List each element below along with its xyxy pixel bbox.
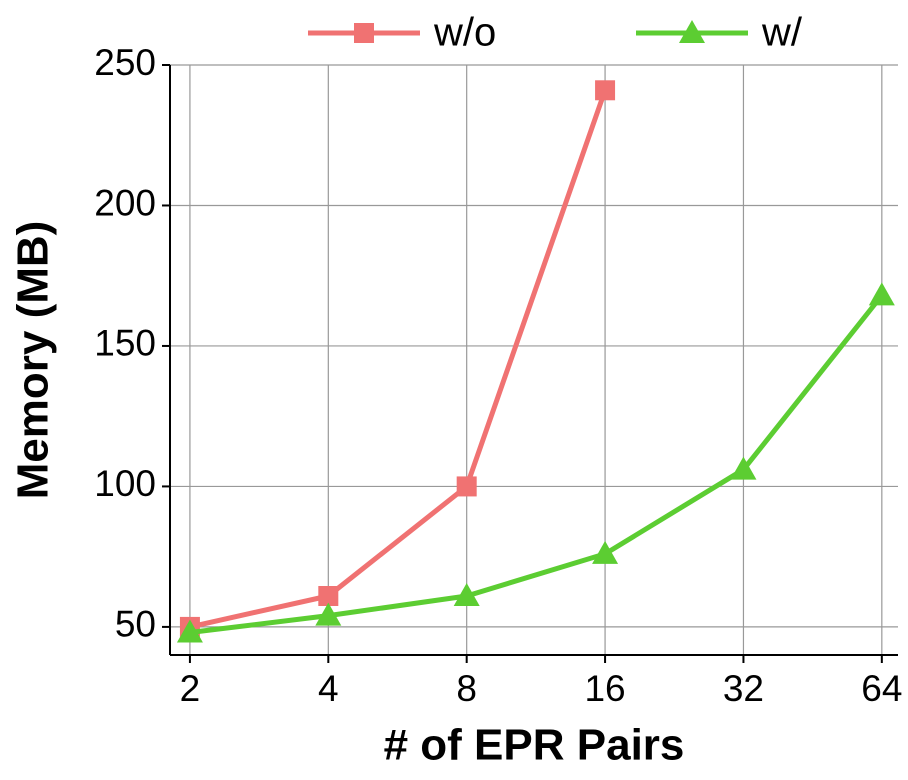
data-point	[592, 540, 619, 564]
x-tick-label: 2	[180, 668, 201, 709]
y-tick-label: 150	[94, 323, 156, 364]
data-point	[730, 456, 757, 480]
data-point	[315, 602, 342, 626]
y-tick-label: 100	[94, 463, 156, 504]
data-point	[456, 476, 477, 497]
legend-label: w/	[761, 11, 803, 55]
y-tick-label: 200	[94, 182, 156, 223]
legend-marker	[354, 23, 374, 43]
data-point	[595, 80, 616, 101]
legend-label: w/o	[433, 11, 496, 55]
legend-marker	[679, 20, 705, 43]
series-line	[189, 293, 884, 636]
x-tick-label: 64	[861, 668, 902, 709]
y-tick-label: 250	[94, 42, 156, 83]
x-tick-label: 4	[318, 668, 339, 709]
data-point	[868, 282, 895, 306]
x-tick-label: 8	[456, 668, 477, 709]
x-tick-label: 32	[723, 668, 764, 709]
y-axis-title: Memory (MB)	[9, 221, 58, 500]
series-line	[189, 89, 608, 630]
y-tick-label: 50	[115, 604, 156, 645]
x-tick-label: 16	[584, 668, 625, 709]
data-point	[318, 586, 339, 606]
data-point	[176, 619, 203, 643]
x-axis-title: # of EPR Pairs	[384, 721, 685, 770]
data-point	[453, 583, 480, 606]
